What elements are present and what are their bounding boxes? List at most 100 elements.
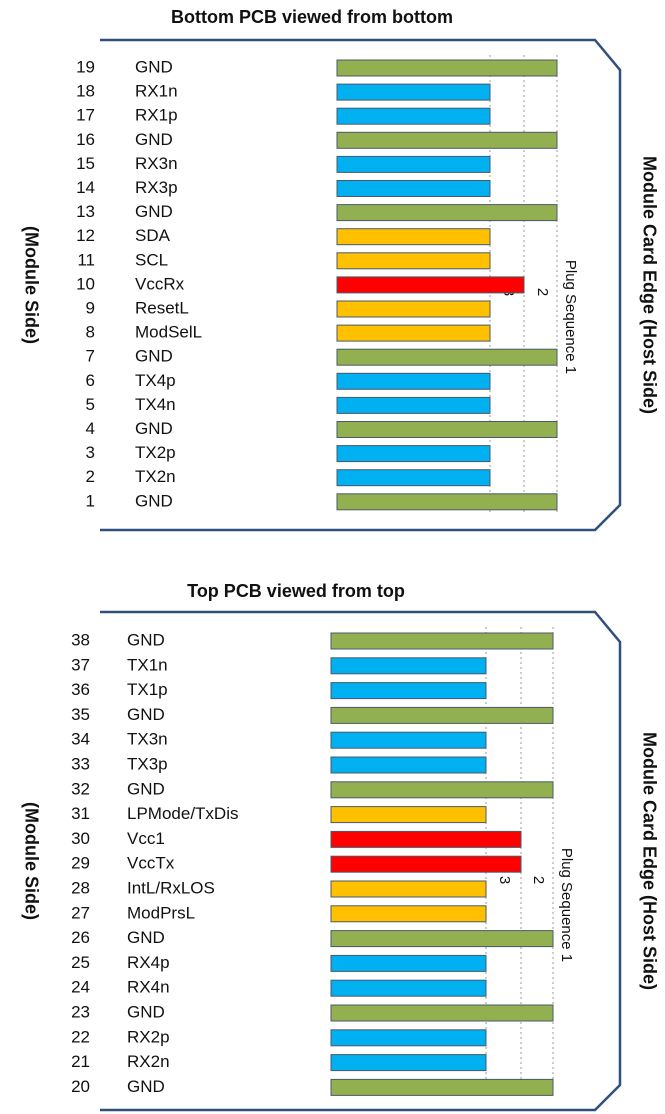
pin-name: TX3p (127, 754, 168, 773)
pin-contact (330, 979, 487, 997)
pin-name: GND (127, 1077, 165, 1096)
card-outline (100, 38, 622, 532)
pin-contact (330, 1078, 554, 1096)
pin-name: RX2n (127, 1052, 170, 1071)
pin-name: GND (135, 57, 173, 76)
pin-contact (336, 300, 491, 318)
pin-contact (330, 1054, 487, 1072)
pin-number: 32 (71, 779, 90, 798)
pin-contact (336, 469, 491, 487)
pin-number: 10 (76, 274, 95, 293)
pin-number: 36 (71, 680, 90, 699)
pin-name: RX3n (135, 154, 178, 173)
pin-name: RX4n (127, 978, 170, 997)
pin-contact (330, 855, 522, 873)
pin-name: RX2p (127, 1027, 170, 1046)
host-side-label: Module Card Edge (Host Side) (639, 156, 659, 414)
pin-number: 5 (86, 395, 95, 414)
pin-name: LPMode/TxDis (127, 804, 238, 823)
pin-number: 6 (86, 371, 95, 390)
pin-contact (330, 706, 554, 724)
pin-number: 24 (71, 978, 90, 997)
pin-number: 29 (71, 854, 90, 873)
pin-name: TX1n (127, 655, 168, 674)
pin-number: 3 (86, 443, 95, 462)
pin-contact (336, 493, 558, 511)
pin-contact (336, 445, 491, 463)
pin-number: 35 (71, 705, 90, 724)
pin-contact (330, 830, 522, 848)
pin-number: 13 (76, 202, 95, 221)
pin-number: 17 (76, 106, 95, 125)
pin-name: GND (127, 928, 165, 947)
pin-name: SDA (135, 226, 171, 245)
pin-contact (330, 657, 487, 675)
pin-contact (336, 180, 491, 197)
pin-number: 19 (76, 57, 95, 76)
pin-name: GND (127, 1002, 165, 1021)
pin-contact (330, 905, 487, 923)
pin-name: TX4n (135, 395, 176, 414)
pin-number: 25 (71, 953, 90, 972)
pin-number: 37 (71, 655, 90, 674)
pin-contact (336, 396, 491, 414)
pin-number: 31 (71, 804, 90, 823)
pin-number: 12 (76, 226, 95, 245)
pin-contact (336, 421, 558, 438)
host-side-label: Module Card Edge (Host Side) (639, 732, 659, 990)
pin-number: 16 (76, 130, 95, 149)
pin-number: 4 (86, 419, 95, 438)
pin-number: 15 (76, 154, 95, 173)
pin-name: ModSelL (135, 323, 202, 342)
pin-number: 21 (71, 1052, 90, 1071)
plug-sequence-label: Plug Sequence 1 (558, 848, 575, 962)
pin-name: GND (135, 202, 173, 221)
pin-contact (336, 59, 558, 77)
pin-name: RX4p (127, 953, 170, 972)
pin-number: 28 (71, 878, 90, 897)
pin-name: VccRx (135, 274, 185, 293)
pin-contact (336, 372, 491, 390)
pin-name: GND (135, 130, 173, 149)
pin-name: IntL/RxLOS (127, 878, 215, 897)
pin-number: 30 (71, 829, 90, 848)
pin-contact (336, 276, 525, 294)
pin-name: TX3n (127, 730, 168, 749)
pin-number: 1 (86, 491, 95, 510)
pin-name: Vcc1 (127, 829, 165, 848)
sequence-mark: 3 (496, 876, 513, 884)
pin-number: 11 (77, 250, 95, 269)
pin-name: GND (135, 419, 173, 438)
pin-contact (330, 954, 487, 972)
pin-number: 38 (71, 630, 90, 649)
pin-number: 27 (71, 903, 90, 922)
pin-contact (330, 756, 487, 774)
pin-name: GND (135, 347, 173, 366)
pin-contact (330, 1004, 554, 1022)
pin-contact (336, 228, 491, 246)
pin-number: 2 (86, 467, 95, 486)
pin-number: 14 (76, 178, 95, 197)
pin-number: 34 (71, 730, 90, 749)
pin-contact (330, 781, 554, 799)
pin-number: 7 (86, 347, 95, 366)
module-side-label: (Module Side) (21, 802, 41, 920)
pin-name: RX3p (135, 178, 178, 197)
pin-contact (336, 83, 491, 101)
pin-contact (336, 107, 491, 125)
panel-title: Bottom PCB viewed from bottom (171, 7, 453, 27)
pin-contact (330, 880, 487, 898)
pin-number: 22 (71, 1027, 90, 1046)
pin-name: GND (135, 491, 173, 510)
pin-number: 9 (86, 298, 95, 317)
pin-contact (336, 252, 491, 270)
plug-sequence-label: Plug Sequence 1 (562, 260, 579, 374)
pin-number: 18 (76, 82, 95, 101)
pin-name: GND (127, 630, 165, 649)
pin-name: RX1p (135, 106, 178, 125)
pin-contact (330, 1029, 487, 1047)
panel-title: Top PCB viewed from top (187, 581, 405, 601)
pin-contact (336, 324, 491, 342)
pin-contact (336, 348, 558, 366)
